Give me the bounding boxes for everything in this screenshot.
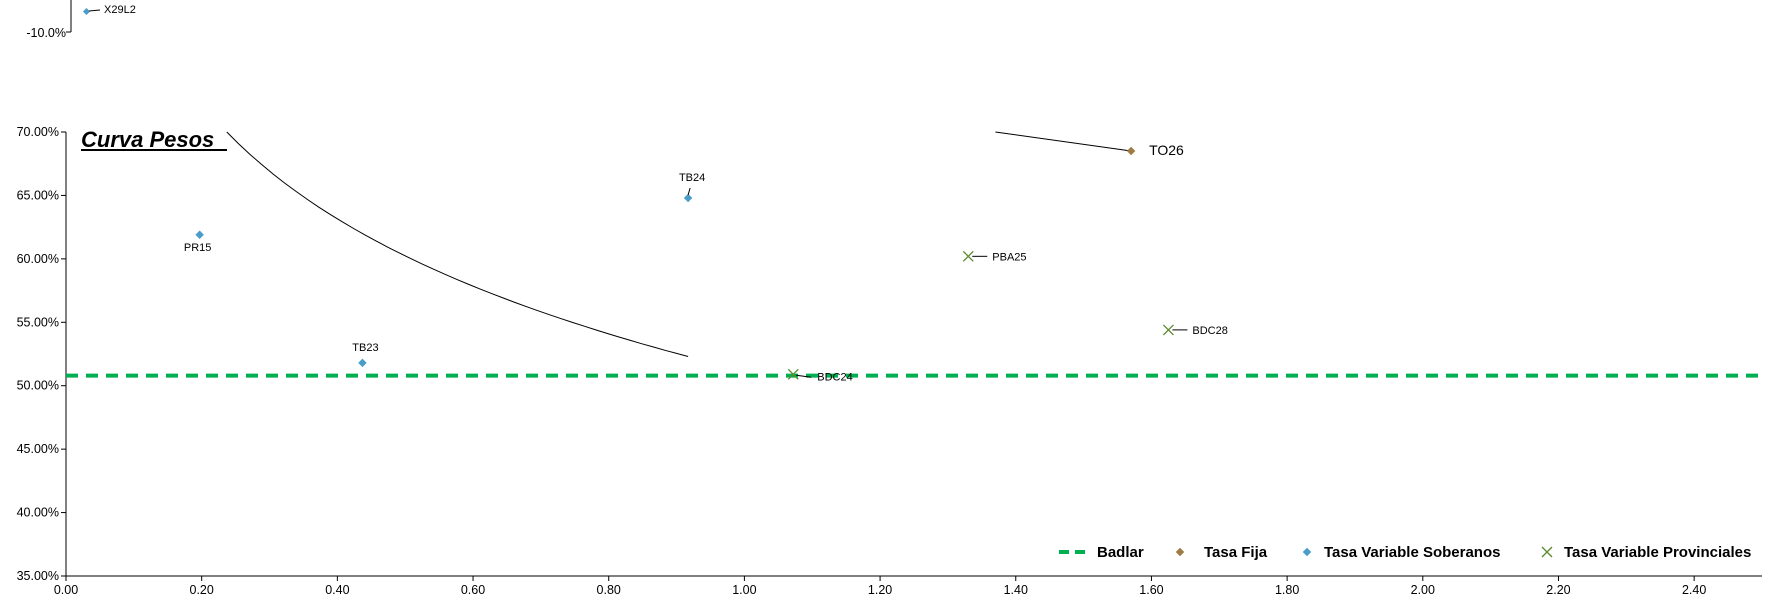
- legend: Badlar Tasa Fija Tasa Variable Soberanos…: [1059, 544, 1751, 561]
- point-pr15: [195, 230, 204, 239]
- y-tick-label: 55.00%: [17, 315, 59, 329]
- data-points: TO26 PR15 TB23 TB24 BDC24 PBA25 BDC28: [184, 142, 1228, 383]
- x-tick-label: 1.80: [1275, 583, 1299, 597]
- y-tick-label: 70.00%: [17, 125, 59, 139]
- y-tick-label: 40.00%: [17, 506, 59, 520]
- x-tick-label: 0.00: [54, 583, 78, 597]
- y-tick-label: 35.00%: [17, 569, 59, 583]
- point-bdc24: [787, 368, 799, 380]
- legend-soberanos-swatch: [1302, 547, 1312, 557]
- x-tick-label: 1.40: [1004, 583, 1028, 597]
- leader-line: [796, 374, 812, 378]
- y-tick-label: 45.00%: [17, 442, 59, 456]
- x-tick-label: 0.40: [325, 583, 349, 597]
- trend-segment: [995, 131, 1132, 152]
- y-tick-label: 50.00%: [17, 379, 59, 393]
- legend-soberanos-label: Tasa Variable Soberanos: [1324, 544, 1500, 561]
- legend-provinciales-label: Tasa Variable Provinciales: [1564, 544, 1751, 561]
- x-tick-label: 0.80: [597, 583, 621, 597]
- y-tick-label: 65.00%: [17, 188, 59, 202]
- trend-lines: [226, 131, 1132, 357]
- point-label-tb24: TB24: [679, 172, 705, 184]
- point-tb24: [683, 193, 693, 203]
- y-tick-label: 60.00%: [17, 252, 59, 266]
- legend-tasa-fija-label: Tasa Fija: [1204, 544, 1268, 561]
- point-label-bdc28: BDC28: [1192, 325, 1227, 337]
- point-to26: [1126, 146, 1136, 156]
- point-pba25: [962, 250, 974, 262]
- top-fragment-leader: [88, 9, 101, 12]
- point-label-pba25: PBA25: [992, 251, 1026, 263]
- x-tick-label: 1.60: [1139, 583, 1163, 597]
- x-tick-label: 1.00: [732, 583, 756, 597]
- top-fragment-tick-label: -10.0%: [26, 26, 66, 40]
- x-tick-label: 2.20: [1546, 583, 1570, 597]
- point-label-bdc24: BDC24: [817, 371, 852, 383]
- legend-tasa-fija-swatch: [1175, 547, 1185, 557]
- x-tick-label: 2.40: [1682, 583, 1706, 597]
- point-label-to26: TO26: [1149, 142, 1184, 158]
- x-tick-label: 0.60: [461, 583, 485, 597]
- top-fragment-point-label: X29L2: [104, 4, 136, 16]
- x-tick-label: 2.00: [1411, 583, 1435, 597]
- top-fragment: -10.0% X29L2: [26, 0, 136, 40]
- axes: 35.00% 40.00% 45.00% 50.00% 55.00% 60.00% 65.0…: [17, 125, 1762, 597]
- legend-badlar-label: Badlar: [1097, 544, 1144, 561]
- x-tick-label: 1.20: [868, 583, 892, 597]
- chart-title: Curva Pesos: [81, 127, 214, 152]
- point-tb23: [358, 358, 367, 368]
- trend-segment: [226, 131, 689, 357]
- top-fragment-point: [82, 7, 91, 16]
- point-label-pr15: PR15: [184, 242, 212, 254]
- leader-line: [687, 187, 691, 196]
- x-tick-label: 0.20: [190, 583, 214, 597]
- point-label-tb23: TB23: [352, 342, 378, 354]
- point-bdc28: [1162, 324, 1174, 336]
- legend-provinciales-swatch: [1541, 546, 1553, 558]
